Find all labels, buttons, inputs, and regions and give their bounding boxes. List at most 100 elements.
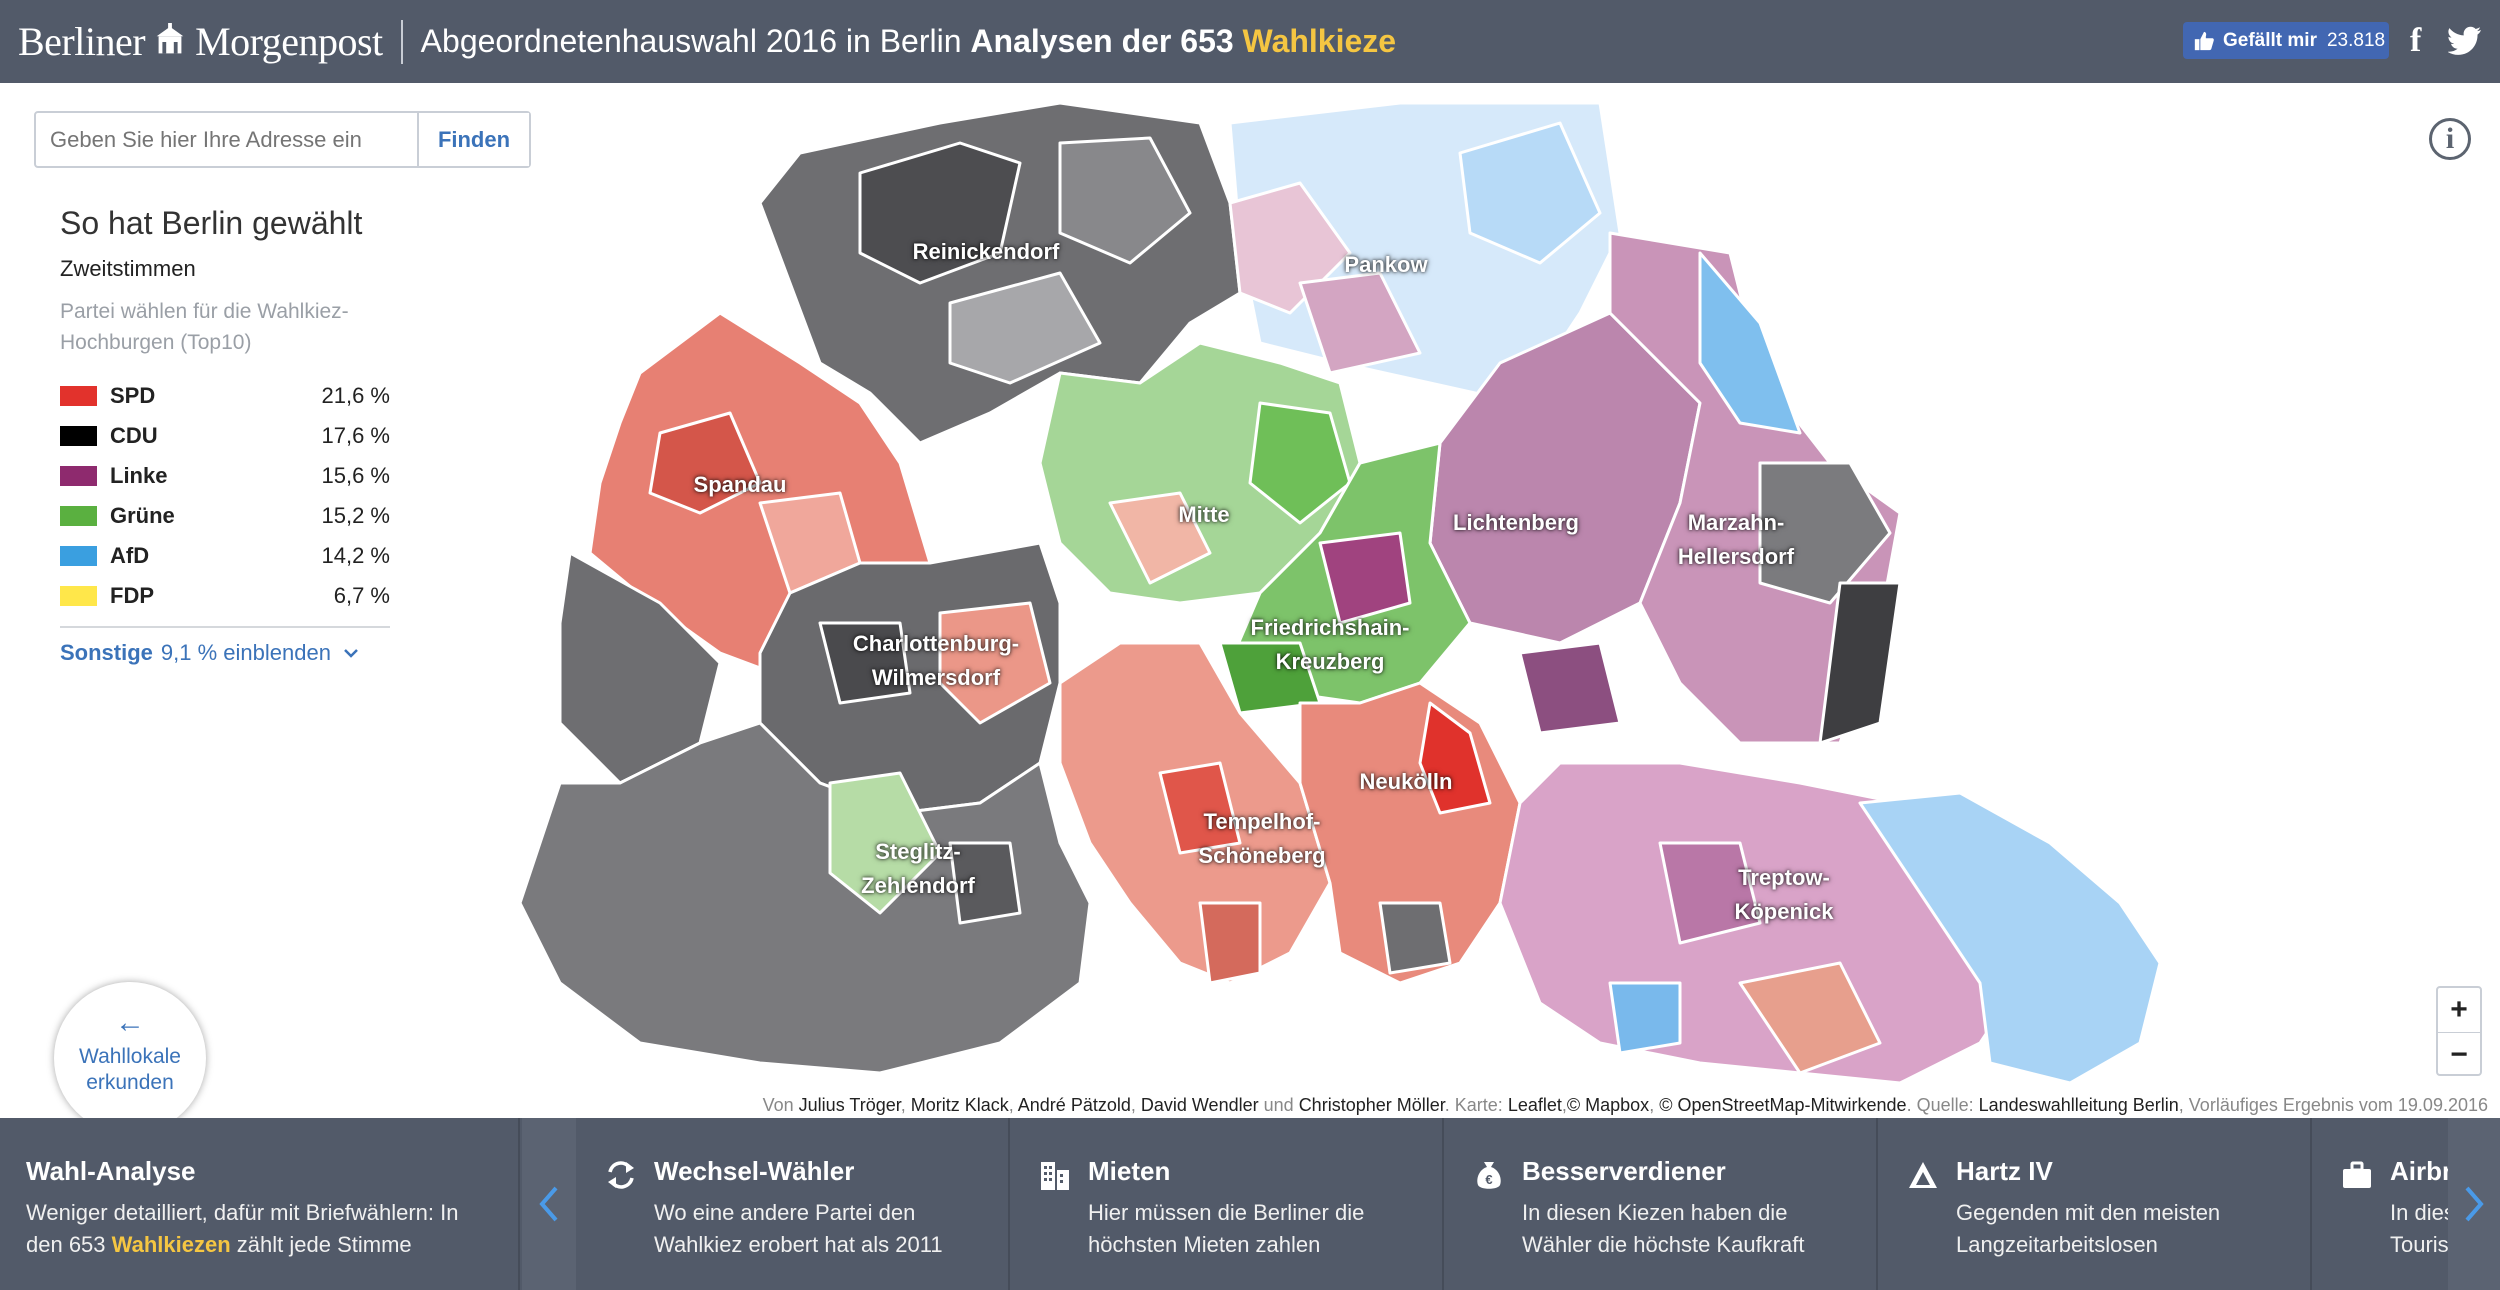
refresh-icon: [608, 1161, 634, 1189]
zoom-control: + −: [2436, 986, 2482, 1076]
party-value: 21,6 %: [321, 383, 391, 408]
label-marzahn-hellersdorf: Marzahn- Hellersdorf: [1677, 510, 1795, 569]
address-input[interactable]: [36, 113, 417, 166]
kiez: [818, 621, 912, 705]
carousel-next-button[interactable]: [2448, 1118, 2500, 1290]
facebook-icon[interactable]: f: [2410, 22, 2422, 59]
party-value: 15,6 %: [321, 463, 391, 488]
label-steglitz-zehlendorf: Steglitz- Zehlendorf: [861, 839, 975, 898]
color-swatch: [60, 546, 97, 566]
attr-author[interactable]: Moritz Klack: [910, 1095, 1009, 1115]
legend-row-gruene[interactable]: Grüne 15,2 %: [60, 496, 390, 536]
chevron-right-icon: [2465, 1186, 2484, 1222]
card-hartz-iv[interactable]: Hartz IV Gegenden mit den meisten Langze…: [1878, 1118, 2312, 1290]
party-value: 6,7 %: [333, 583, 390, 608]
legend-row-cdu[interactable]: CDU 17,6 %: [60, 416, 390, 456]
card-line: Hier müssen die Berliner die: [1088, 1200, 1365, 1225]
party-name: Linke: [110, 463, 168, 488]
card-mieten[interactable]: Mieten Hier müssen die Berliner die höch…: [1010, 1118, 1444, 1290]
show-others-toggle[interactable]: Sonstige 9,1 % einblenden: [60, 640, 390, 666]
berlin-choropleth-map[interactable]: [0, 83, 2500, 1118]
card-wahl-analyse[interactable]: Wahl-Analyse Weniger detailliert, dafür …: [0, 1118, 520, 1290]
card-title: Besserverdiener: [1522, 1156, 1726, 1186]
card-line: Wo eine andere Partei den: [654, 1200, 916, 1225]
others-label: Sonstige: [60, 640, 153, 665]
party-name: SPD: [110, 383, 156, 408]
color-swatch: [60, 506, 97, 526]
attr-karte: Karte:: [1454, 1095, 1503, 1115]
kiez: [1158, 761, 1242, 855]
card-line: Wahlkiez erobert hat als 2011: [654, 1232, 943, 1257]
card-title: Wechsel-Wähler: [654, 1156, 855, 1186]
kiez: [1248, 401, 1352, 525]
legend-row-spd[interactable]: SPD 21,6 %: [60, 376, 390, 416]
panel-hint: Partei wählen für die Wahlkiez-Hochburge…: [60, 300, 349, 354]
panel-subtitle: Zweitstimmen: [60, 256, 196, 281]
attr-mapbox-link[interactable]: © Mapbox: [1566, 1095, 1650, 1115]
wahllokale-button[interactable]: ← Wahllokale erkunden: [54, 982, 206, 1134]
party-name: FDP: [110, 583, 154, 608]
kiez: [1858, 791, 2162, 1085]
color-swatch: [60, 426, 97, 446]
legend-divider: [60, 626, 390, 628]
card-besserverdiener[interactable]: € Besserverdiener In diesen Kiezen haben…: [1444, 1118, 1878, 1290]
party-name: AfD: [110, 543, 150, 568]
kiez: [1318, 531, 1412, 625]
money-bag-icon: €: [1477, 1162, 1501, 1189]
kiez: [858, 141, 1022, 285]
zoom-out-button[interactable]: −: [2438, 1032, 2480, 1076]
facebook-like-button[interactable]: Gefällt mir 23.818: [2183, 22, 2389, 59]
logo-left-text: Berliner: [18, 19, 146, 64]
party-value: 14,2 %: [321, 543, 391, 568]
card-line: Gegenden mit den meisten: [1956, 1200, 2221, 1225]
twitter-icon[interactable]: [2448, 26, 2482, 56]
zoom-in-button[interactable]: +: [2450, 993, 2468, 1026]
find-button[interactable]: Finden: [417, 113, 529, 166]
like-label: Gefällt mir: [2223, 29, 2317, 51]
attr-source-link[interactable]: Landeswahlleitung Berlin: [1978, 1095, 2179, 1115]
kiez: [1198, 901, 1262, 985]
attr-und: und: [1263, 1095, 1294, 1115]
logo[interactable]: Berliner Morgenpost: [0, 18, 383, 65]
kiez: [1418, 701, 1492, 815]
info-icon[interactable]: i: [2429, 118, 2471, 160]
kiez: [938, 601, 1052, 725]
card-text-part: zählt jede Stimme: [236, 1232, 412, 1257]
label-lichtenberg: Lichtenberg: [1453, 510, 1579, 535]
card-title: Mieten: [1088, 1156, 1171, 1186]
others-value: 9,1 % einblenden: [160, 640, 331, 665]
attr-author[interactable]: André Pätzold: [1017, 1095, 1131, 1115]
kiez: [828, 771, 942, 915]
kiez: [1658, 841, 1762, 945]
title-bold: Analysen der 653: [970, 23, 1234, 59]
bear-crest-icon: [156, 22, 184, 53]
kiez: [1378, 901, 1452, 975]
attr-osm-link[interactable]: © OpenStreetMap-Mitwirkende: [1659, 1095, 1907, 1115]
legend-row-linke[interactable]: Linke 15,6 %: [60, 456, 390, 496]
like-count: 23.818: [2326, 29, 2386, 51]
card-airbnb[interactable]: Airbnb In diesen Touristen: [2312, 1118, 2448, 1290]
party-value: 15,2 %: [321, 503, 391, 528]
party-name: CDU: [110, 423, 158, 448]
header-divider: [400, 19, 403, 64]
card-line: Wähler die höchste Kaufkraft: [1522, 1232, 1805, 1257]
kiez: [1758, 461, 1892, 605]
map-area[interactable]: Reinickendorf Pankow Spandau Mitte Licht…: [0, 83, 2500, 1118]
label-friedrichshain-kreuzberg: Friedrichshain- Kreuzberg: [1250, 615, 1410, 674]
results-panel: So hat Berlin gewählt Zweitstimmen Parte…: [60, 205, 390, 666]
card-wechsel-waehler[interactable]: Wechsel-Wähler Wo eine andere Partei den…: [576, 1118, 1010, 1290]
attr-author[interactable]: Julius Tröger: [798, 1095, 901, 1115]
carousel-prev-button[interactable]: [522, 1118, 576, 1290]
kiez: [1458, 121, 1602, 265]
legend-row-afd[interactable]: AfD 14,2 %: [60, 536, 390, 576]
color-swatch: [60, 466, 97, 486]
attr-author[interactable]: Christopher Möller: [1298, 1095, 1445, 1115]
kiez: [1738, 961, 1882, 1075]
page-title: Abgeordnetenhauswahl 2016 in Berlin Anal…: [421, 23, 1396, 60]
thumbs-up-icon: [2194, 31, 2214, 50]
label-reinickendorf: Reinickendorf: [912, 239, 1060, 264]
legend-row-fdp[interactable]: FDP 6,7 %: [60, 576, 390, 616]
attr-author[interactable]: David Wendler: [1140, 1095, 1259, 1115]
attr-leaflet-link[interactable]: Leaflet: [1507, 1095, 1562, 1115]
kiez: [1298, 271, 1422, 375]
